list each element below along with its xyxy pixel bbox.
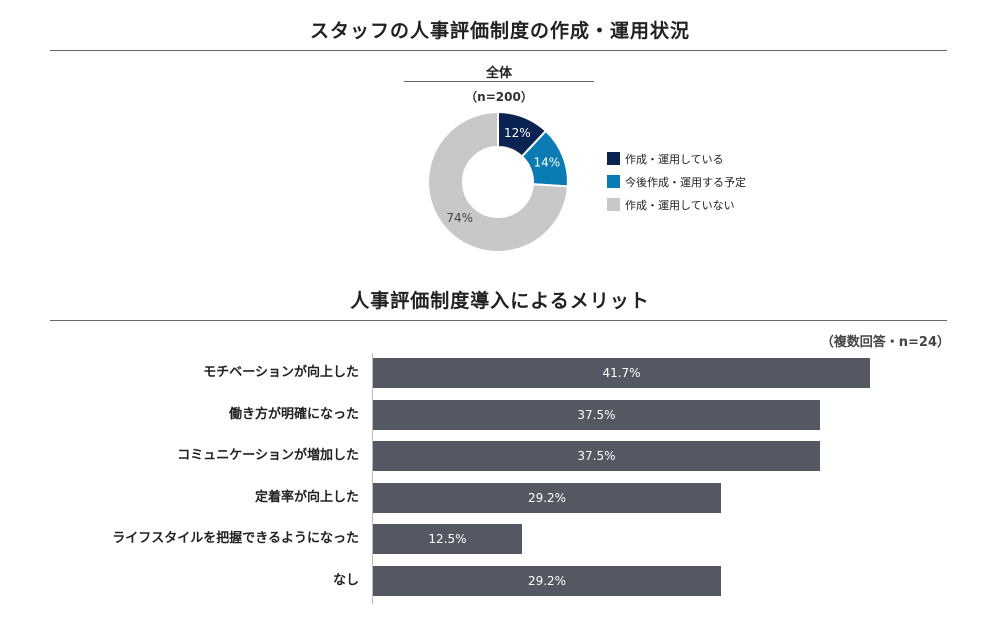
bar-category-label: 働き方が明確になった bbox=[228, 406, 359, 422]
bar-category-label: 定着率が向上した bbox=[254, 489, 359, 505]
bar-row: 定着率が向上した 29.2% bbox=[0, 482, 1000, 513]
bar-value-label: 41.7% bbox=[602, 366, 641, 380]
response-note: （複数回答・n=24） bbox=[820, 335, 950, 350]
legend-item: 作成・運用している bbox=[607, 147, 746, 170]
legend-swatch bbox=[607, 198, 620, 211]
legend-item: 今後作成・運用する予定 bbox=[607, 170, 746, 193]
bar-value-label: 29.2% bbox=[527, 490, 567, 505]
bar-value-label: 37.5% bbox=[577, 449, 616, 464]
bar-axis-line bbox=[372, 353, 373, 604]
slice-value-label: 12% bbox=[504, 126, 531, 140]
bar-row: モチベーションが向上した 41.7% bbox=[0, 358, 1000, 388]
legend-item: 作成・運用していない bbox=[607, 193, 746, 216]
title-divider bbox=[50, 50, 947, 51]
slice-value-label: 14% bbox=[533, 156, 560, 170]
pie-legend: 作成・運用している 今後作成・運用する予定 作成・運用していない bbox=[607, 147, 746, 216]
legend-label: 作成・運用していない bbox=[625, 198, 735, 212]
bar-row: なし 29.2% bbox=[0, 566, 1000, 596]
legend-swatch bbox=[607, 152, 620, 165]
subgroup-label: 全体 bbox=[485, 66, 512, 81]
donut-slice bbox=[427, 110, 569, 253]
pie-chart-title: スタッフの人事評価制度の作成・運用状況 bbox=[309, 20, 690, 42]
bar: 29.2% bbox=[373, 566, 722, 596]
bar: 37.5% bbox=[373, 399, 820, 430]
bar-value-label: 29.2% bbox=[527, 574, 567, 588]
slice-value-label: 74% bbox=[446, 211, 473, 225]
bar-category-label: コミュニケーションが増加した bbox=[177, 448, 359, 464]
bar-row: 働き方が明確になった 37.5% bbox=[0, 399, 1000, 430]
bar-chart-title: 人事評価制度導入によるメリット bbox=[350, 290, 650, 312]
subgroup-divider bbox=[404, 81, 594, 82]
bar: 41.7% bbox=[373, 358, 870, 388]
bar-row: コミュニケーションが増加した 37.5% bbox=[0, 441, 1000, 472]
bar-row: ライフスタイルを把握できるようになった 12.5% bbox=[0, 524, 1000, 555]
bar: 29.2% bbox=[373, 482, 722, 513]
bar: 37.5% bbox=[373, 441, 820, 472]
title-divider bbox=[50, 320, 947, 321]
bar-category-label: ライフスタイルを把握できるようになった bbox=[112, 531, 359, 547]
legend-label: 作成・運用している bbox=[625, 152, 724, 166]
legend-label: 今後作成・運用する予定 bbox=[625, 175, 746, 189]
bar-value-label: 37.5% bbox=[577, 407, 616, 422]
bar-category-label: モチベーションが向上した bbox=[203, 365, 359, 380]
bar: 12.5% bbox=[373, 524, 522, 555]
sample-size-note: （n=200） bbox=[465, 90, 533, 104]
bar-category-label: なし bbox=[332, 573, 359, 588]
legend-swatch bbox=[607, 175, 620, 188]
bar-value-label: 12.5% bbox=[428, 532, 467, 547]
